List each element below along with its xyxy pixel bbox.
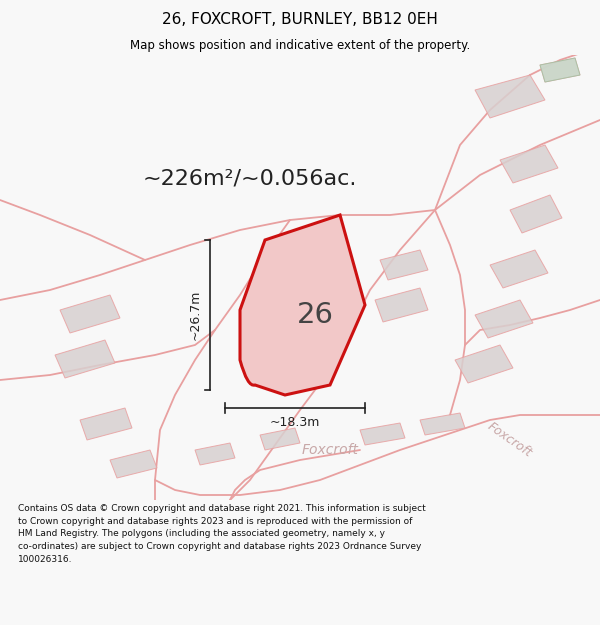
Polygon shape xyxy=(510,195,562,233)
Polygon shape xyxy=(60,295,120,333)
Polygon shape xyxy=(360,423,405,445)
Polygon shape xyxy=(380,250,428,280)
Polygon shape xyxy=(375,288,428,322)
Text: Foxcroft: Foxcroft xyxy=(302,443,359,457)
Text: 26, FOXCROFT, BURNLEY, BB12 0EH: 26, FOXCROFT, BURNLEY, BB12 0EH xyxy=(162,12,438,27)
Text: Map shows position and indicative extent of the property.: Map shows position and indicative extent… xyxy=(130,39,470,51)
Polygon shape xyxy=(540,58,580,82)
Polygon shape xyxy=(260,428,300,450)
Text: ~226m²/~0.056ac.: ~226m²/~0.056ac. xyxy=(143,168,357,188)
Polygon shape xyxy=(540,58,580,82)
Polygon shape xyxy=(455,345,513,383)
Polygon shape xyxy=(490,250,548,288)
Polygon shape xyxy=(475,300,533,338)
Text: Contains OS data © Crown copyright and database right 2021. This information is : Contains OS data © Crown copyright and d… xyxy=(18,504,426,564)
Polygon shape xyxy=(475,75,545,118)
Polygon shape xyxy=(55,340,115,378)
Text: Foxcroft: Foxcroft xyxy=(485,420,535,460)
Polygon shape xyxy=(420,413,465,435)
Polygon shape xyxy=(110,450,157,478)
Text: ~26.7m: ~26.7m xyxy=(189,290,202,340)
Polygon shape xyxy=(195,443,235,465)
Polygon shape xyxy=(80,408,132,440)
PathPatch shape xyxy=(240,215,365,395)
Text: ~18.3m: ~18.3m xyxy=(270,416,320,429)
Text: 26: 26 xyxy=(296,301,334,329)
Polygon shape xyxy=(500,145,558,183)
